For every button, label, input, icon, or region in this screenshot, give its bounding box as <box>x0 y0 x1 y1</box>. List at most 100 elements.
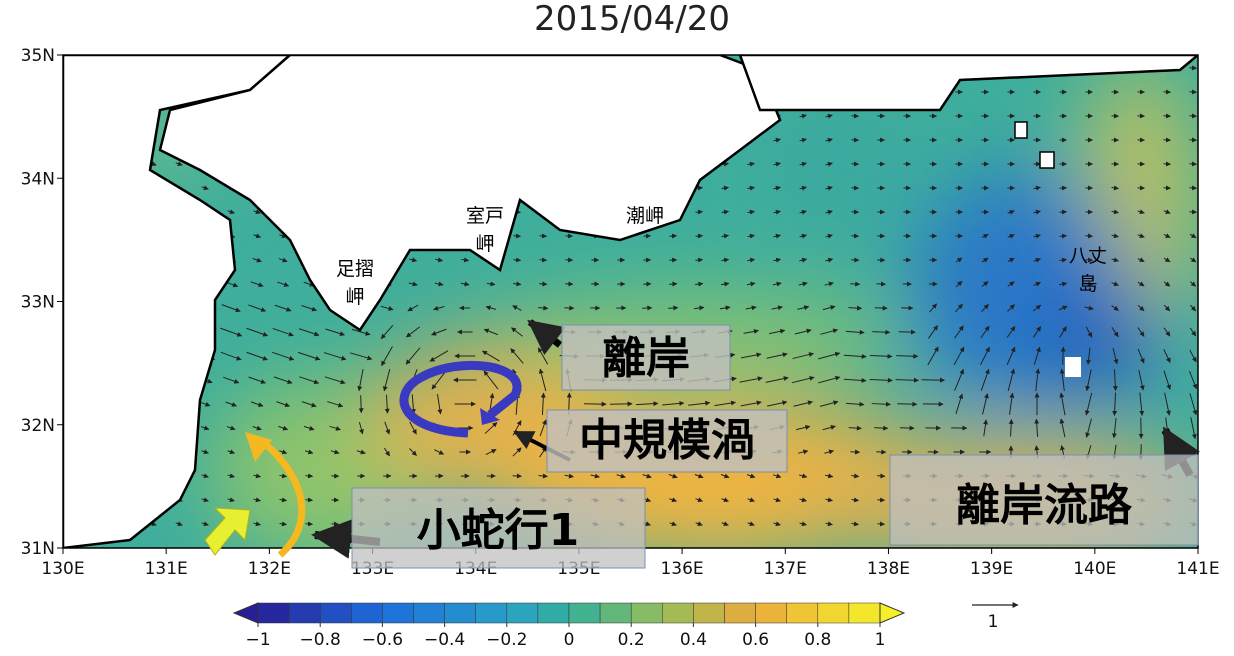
place-label: 八丈 <box>1069 245 1107 267</box>
vector <box>1006 325 1016 338</box>
vector <box>1163 349 1171 363</box>
vector <box>434 281 444 287</box>
vector <box>1111 281 1119 287</box>
vector <box>1035 368 1041 392</box>
colorbar-tick-label: −1 <box>245 630 270 650</box>
vector <box>927 346 939 366</box>
vector <box>1137 327 1145 337</box>
vector <box>1060 346 1066 365</box>
vector <box>825 161 833 167</box>
vector <box>1033 233 1041 239</box>
vector <box>1085 257 1094 263</box>
annotation-box <box>546 409 788 473</box>
vector <box>721 233 729 239</box>
annotation-box <box>351 487 646 569</box>
vector <box>848 425 862 431</box>
vector <box>1032 304 1042 312</box>
vector <box>407 304 419 312</box>
colorbar-swatch <box>755 602 787 624</box>
vector <box>201 497 209 503</box>
vector <box>869 377 893 383</box>
vector <box>825 137 833 143</box>
vector <box>825 209 833 215</box>
annotation-label: 離岸流路 <box>956 480 1133 531</box>
vector <box>201 449 209 455</box>
vector <box>799 137 807 143</box>
vector <box>898 329 916 335</box>
vector <box>1033 346 1041 365</box>
vector <box>874 425 889 431</box>
vector <box>825 113 833 119</box>
vector <box>669 233 677 239</box>
vector <box>303 425 315 431</box>
vector <box>297 351 321 361</box>
vector <box>301 305 317 312</box>
vector <box>539 233 547 239</box>
vector <box>954 368 964 391</box>
vector <box>1007 368 1016 392</box>
vector <box>409 257 418 263</box>
colorbar-swatch <box>288 602 321 624</box>
lat-tick-label: 34N <box>21 169 55 189</box>
vector <box>356 449 366 455</box>
vector <box>1111 257 1119 263</box>
vector <box>253 233 262 239</box>
vector <box>1058 305 1068 311</box>
vector <box>1189 281 1197 287</box>
vector <box>1138 369 1145 391</box>
vector <box>799 233 807 239</box>
lon-tick-label: 137E <box>764 559 807 579</box>
vector <box>248 304 267 312</box>
vector <box>955 280 963 288</box>
vector <box>357 369 364 392</box>
vector <box>721 257 730 263</box>
vector <box>436 393 443 415</box>
lon-tick-label: 140E <box>1073 559 1116 579</box>
colorbar-swatch <box>693 602 725 624</box>
vector <box>824 281 834 287</box>
vector <box>772 473 782 479</box>
vector <box>405 347 421 365</box>
vector <box>874 305 888 311</box>
vector <box>1189 257 1197 263</box>
vector <box>980 368 990 391</box>
vector <box>483 328 498 336</box>
colorbar-swatch <box>537 602 570 624</box>
vector <box>799 113 807 119</box>
lon-tick-label: 139E <box>970 559 1013 579</box>
vector <box>1059 392 1066 416</box>
vector <box>822 305 836 311</box>
vector <box>773 497 781 503</box>
place-label: 岬 <box>345 286 364 308</box>
vector <box>695 497 703 503</box>
place-label: 足摺 <box>336 258 374 280</box>
vector <box>825 473 834 479</box>
vector <box>1189 161 1197 167</box>
vector <box>272 327 294 337</box>
vector <box>1137 209 1145 215</box>
vector <box>1032 326 1042 338</box>
vector <box>409 448 417 456</box>
vector <box>1111 418 1117 439</box>
annotation-box <box>889 454 1199 546</box>
vector <box>1189 233 1197 239</box>
vector <box>409 421 417 435</box>
vector <box>433 305 445 311</box>
vector <box>739 376 763 383</box>
vector <box>250 281 264 288</box>
vector <box>512 447 522 457</box>
colorbar-swatch <box>444 602 476 624</box>
vector <box>223 376 240 384</box>
vector <box>1111 327 1119 338</box>
vector <box>980 346 990 366</box>
vector <box>1006 346 1016 365</box>
vector <box>410 394 416 415</box>
vector <box>539 419 547 437</box>
colorbar-swatch <box>662 602 694 624</box>
colorbar-swatch <box>724 602 756 624</box>
vector <box>1189 371 1198 390</box>
colorbar-swatch <box>382 602 414 624</box>
vector <box>1059 233 1067 239</box>
vector <box>820 328 839 335</box>
vector <box>1033 185 1041 191</box>
